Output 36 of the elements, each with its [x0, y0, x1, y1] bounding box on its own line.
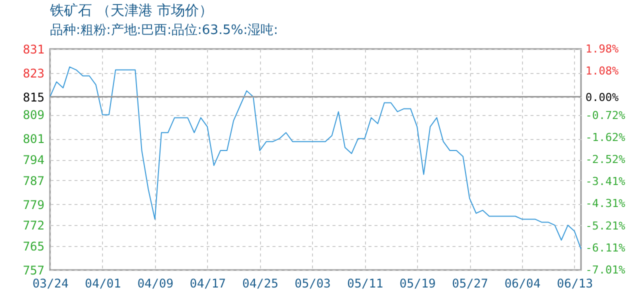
y-tick-label: 809 [22, 108, 44, 122]
x-tick-label: 05/03 [294, 276, 331, 290]
y-tick-label: 831 [22, 42, 44, 56]
y2-tick-label: -0.72% [586, 108, 626, 122]
y2-tick-label: 1.08% [586, 64, 619, 78]
x-tick-label: 04/17 [190, 276, 226, 290]
y-tick-label: 765 [22, 240, 44, 254]
y-tick-label: 757 [22, 264, 44, 278]
y-tick-label: 823 [22, 66, 44, 80]
y-tick-label: 779 [22, 198, 44, 212]
y2-tick-label: -6.11% [586, 241, 626, 254]
y2-tick-label: -7.01% [586, 264, 626, 276]
x-tick-label: 05/27 [452, 276, 488, 290]
chart-subtitle: 品种:粗粉:产地:巴西:品位:63.5%:湿吨: [50, 23, 278, 38]
y2-tick-label: -5.21% [586, 219, 626, 232]
y2-tick-label: 1.98% [586, 42, 619, 56]
y2-tick-label: 0.00% [586, 91, 619, 104]
y-tick-label: 772 [22, 218, 44, 233]
y2-tick-label: -3.41% [586, 175, 626, 188]
x-tick-label: 06/13 [556, 276, 594, 290]
line-series [50, 66, 582, 250]
x-tick-label: 05/11 [347, 276, 384, 290]
y-tick-label: 801 [22, 132, 44, 146]
x-tick-label: 04/09 [137, 276, 174, 290]
y-tick-label: 815 [22, 90, 44, 104]
y-tick-label: 794 [22, 153, 44, 167]
x-tick-label: 06/04 [504, 276, 541, 290]
x-tick-label: 04/25 [242, 276, 278, 290]
y2-tick-label: -2.52% [586, 153, 626, 166]
y2-tick-label: -1.62% [586, 131, 626, 144]
y2-tick-label: -4.31% [586, 197, 626, 210]
x-tick-label: 03/24 [32, 276, 69, 290]
y-tick-label: 787 [22, 174, 44, 188]
x-tick-label: 05/19 [400, 276, 436, 290]
x-tick-label: 04/01 [84, 276, 122, 290]
chart-title: 铁矿石 （天津港 市场价） [49, 3, 213, 19]
